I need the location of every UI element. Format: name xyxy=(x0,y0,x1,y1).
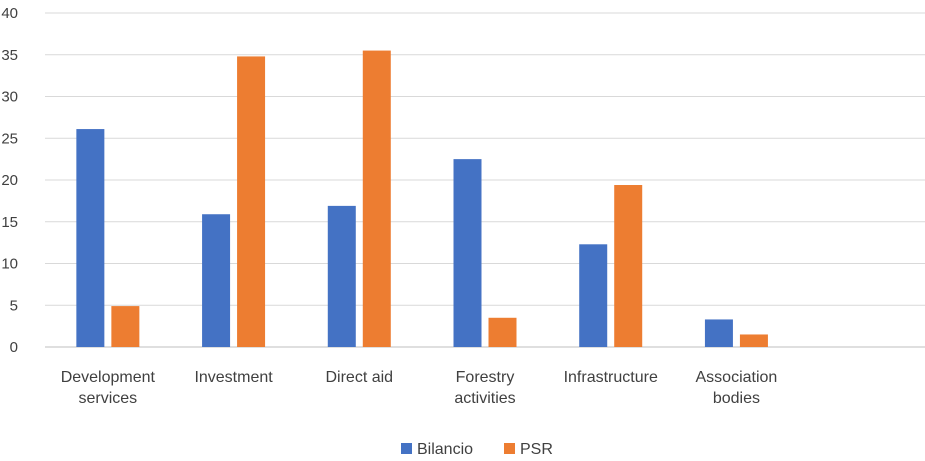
y-tick-label: 35 xyxy=(1,47,18,64)
x-category-label: activities xyxy=(454,390,515,407)
y-axis: 0 5 10 15 20 25 30 35 40 xyxy=(1,5,18,356)
bar-bilancio-4 xyxy=(579,244,608,347)
bar-psr-1 xyxy=(237,56,266,348)
bar-bilancio-5 xyxy=(704,319,733,347)
legend-label-psr: PSR xyxy=(520,441,553,458)
bar-psr-2 xyxy=(362,50,391,347)
bar-bilancio-2 xyxy=(327,205,356,347)
gridlines xyxy=(45,12,925,348)
y-tick-label: 5 xyxy=(10,297,18,314)
x-category-label: Development xyxy=(61,369,156,386)
y-tick-label: 15 xyxy=(1,214,18,231)
x-category-label: services xyxy=(79,390,138,407)
y-tick-label: 0 xyxy=(10,339,18,356)
bar-psr-0 xyxy=(111,306,140,347)
y-tick-label: 20 xyxy=(1,172,18,189)
bar-psr-5 xyxy=(739,334,768,347)
legend: Bilancio PSR xyxy=(401,441,553,458)
legend-swatch-psr xyxy=(504,443,515,454)
x-category-label: Investment xyxy=(194,369,273,386)
bar-bilancio-3 xyxy=(453,159,482,347)
bar-psr-3 xyxy=(488,317,517,347)
legend-label-bilancio: Bilancio xyxy=(417,441,473,458)
x-category-label: Association xyxy=(696,369,778,386)
x-category-label: bodies xyxy=(713,390,760,407)
x-category-label: Direct aid xyxy=(325,369,393,386)
y-tick-label: 40 xyxy=(1,5,18,22)
bar-bilancio-0 xyxy=(76,129,105,347)
y-tick-label: 30 xyxy=(1,89,18,106)
y-tick-label: 10 xyxy=(1,256,18,273)
x-axis: Development services Investment Direct aid F… xyxy=(61,369,778,407)
x-category-label: Forestry xyxy=(456,369,515,386)
y-tick-label: 25 xyxy=(1,130,18,147)
legend-swatch-bilancio xyxy=(401,443,412,454)
x-category-label: Infrastructure xyxy=(564,369,658,386)
bar-bilancio-1 xyxy=(202,214,231,347)
bars xyxy=(76,50,768,348)
bar-psr-4 xyxy=(614,185,643,347)
